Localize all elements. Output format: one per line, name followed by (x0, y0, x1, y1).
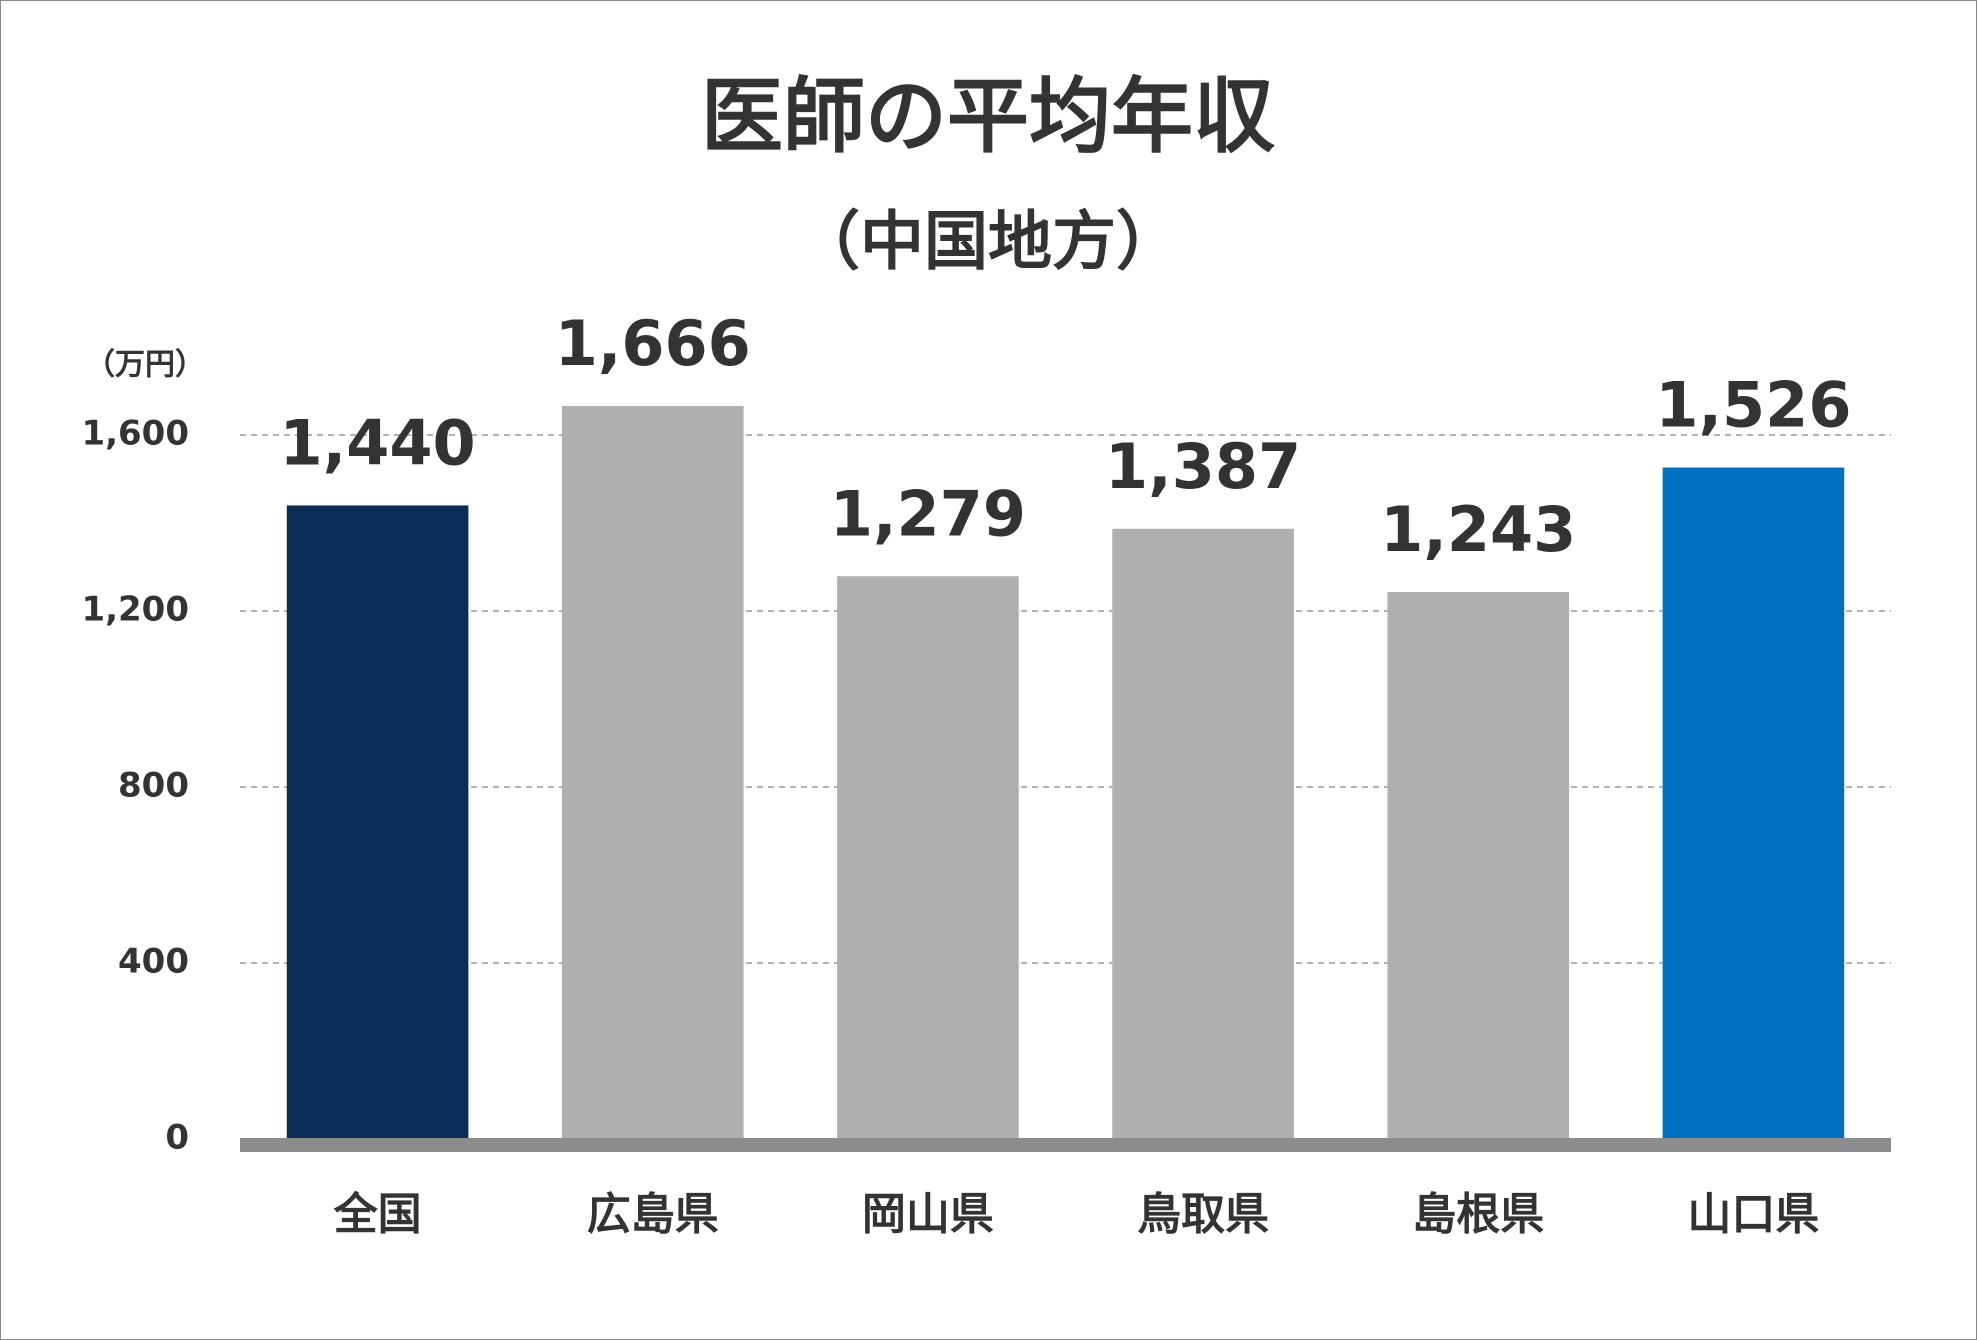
y-tick-label: 1,600 (81, 414, 189, 454)
x-tick-label: 岡山県 (862, 1189, 994, 1240)
x-tick-label: 島根県 (1412, 1189, 1544, 1240)
x-tick-label: 山口県 (1687, 1189, 1819, 1240)
y-tick-label: 800 (118, 766, 189, 806)
baseline (240, 1138, 1891, 1152)
bar (1662, 467, 1845, 1139)
bar (837, 576, 1019, 1139)
bar (286, 505, 469, 1139)
bar (561, 405, 744, 1140)
value-label: 1,243 (1380, 493, 1576, 566)
value-label: 1,526 (1655, 369, 1851, 442)
x-tick-label: 全国 (333, 1189, 422, 1240)
y-tick-label: 400 (118, 942, 189, 982)
x-tick-label: 広島県 (587, 1189, 719, 1240)
bar (1112, 528, 1294, 1139)
bar (1387, 592, 1570, 1139)
y-axis-label: （万円） (85, 348, 205, 383)
value-label: 1,666 (555, 307, 751, 380)
x-tick-label: 鳥取県 (1137, 1189, 1269, 1240)
y-tick-label: 0 (165, 1118, 189, 1158)
chart-title: 医師の平均年収 (701, 69, 1275, 164)
y-tick-label: 1,200 (81, 590, 189, 630)
value-label: 1,387 (1105, 430, 1301, 503)
value-label: 1,279 (830, 477, 1026, 550)
chart-subtitle: （中国地方） (796, 206, 1180, 280)
value-label: 1,440 (280, 406, 476, 479)
